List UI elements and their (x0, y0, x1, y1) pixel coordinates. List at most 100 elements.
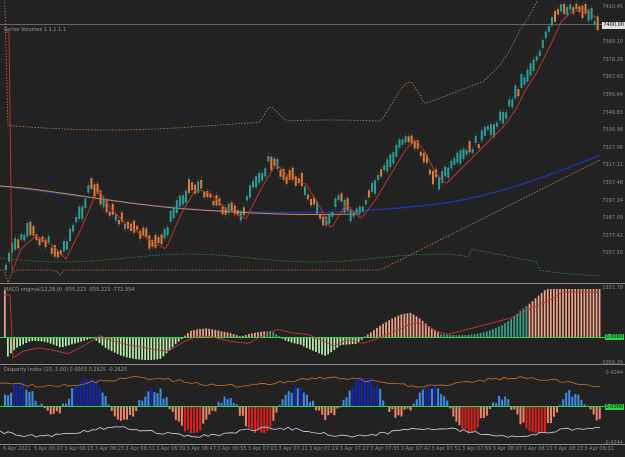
candle-body (123, 223, 126, 230)
disparity-bar (406, 407, 409, 409)
macd-bar (177, 338, 180, 342)
macd-bar (452, 335, 455, 337)
macd-bar (360, 338, 363, 340)
macd-signal-line (4, 291, 598, 359)
candle-body (328, 213, 331, 224)
disparity-bar (254, 407, 257, 433)
macd-bar (370, 332, 372, 337)
macd-bar (382, 323, 384, 337)
disparity-bar (132, 407, 135, 417)
macd-bar (220, 331, 223, 337)
disparity-bar (220, 403, 223, 406)
macd-bar (104, 338, 107, 348)
macd-bar (571, 289, 573, 337)
macd-bar (449, 334, 451, 337)
disparity-bar (351, 387, 354, 406)
candle-body (438, 176, 441, 190)
macd-bar (13, 338, 15, 351)
candle-body (120, 212, 123, 222)
candle-body (337, 195, 340, 201)
disparity-bar (440, 394, 443, 406)
disparity-bar (543, 407, 546, 433)
disparity-bar (431, 388, 433, 406)
disparity-bar (522, 407, 525, 423)
disparity-bar (397, 407, 400, 416)
disparity-bar (488, 407, 491, 410)
disparity-bar (553, 407, 555, 417)
candle-body (371, 182, 373, 192)
disparity-bar (589, 407, 592, 410)
macd-bar (89, 338, 92, 339)
disparity-bar (40, 403, 43, 406)
disparity-bar (52, 407, 55, 414)
candle-body (483, 126, 486, 136)
disparity-bar (592, 407, 595, 415)
macd-bar (281, 338, 284, 339)
candle-body (242, 207, 245, 216)
disparity-bar (150, 387, 153, 406)
macd-bar (388, 320, 390, 337)
macd-bar (25, 338, 28, 344)
candle-body (575, 3, 578, 9)
disparity-bar (455, 407, 458, 422)
macd-bar (290, 338, 293, 343)
disparity-bar (113, 407, 116, 417)
candle-body (279, 170, 282, 177)
disparity-bar (366, 378, 369, 406)
disparity-bar (531, 407, 534, 432)
macd-bar (293, 338, 296, 344)
macd-bar (580, 289, 583, 337)
candle-body (569, 4, 572, 10)
disparity-bar (434, 383, 437, 406)
disparity-bar (559, 405, 562, 406)
macd-bar (312, 338, 314, 351)
candle-body (151, 240, 154, 247)
candle-body (346, 198, 349, 211)
macd-bar (22, 338, 24, 345)
macd-bar (302, 338, 305, 347)
disparity-bar (360, 378, 363, 406)
disparity-bar (238, 407, 241, 416)
candle-body (511, 99, 514, 108)
candle-body (392, 152, 395, 164)
disparity-bar (382, 400, 385, 406)
candle-body (465, 149, 468, 155)
macd-bar (71, 338, 73, 345)
macd-bar (251, 333, 253, 337)
candle-body (197, 181, 200, 193)
macd-bar (16, 338, 18, 348)
candle-body (239, 210, 242, 221)
macd-bar (443, 334, 445, 337)
disparity-bar (577, 394, 580, 406)
disparity-bar (34, 400, 37, 406)
disparity-bar (549, 407, 552, 424)
candle-body (303, 186, 306, 195)
candle-body (38, 238, 41, 246)
macd-bar (482, 332, 485, 337)
candle-body (389, 154, 392, 168)
disparity-bar (77, 385, 80, 406)
candle-body (496, 122, 499, 127)
candle-body (14, 238, 17, 250)
disparity-bar (46, 407, 49, 411)
candle-body (261, 172, 264, 181)
candle-body (47, 236, 50, 243)
candle-body (105, 200, 108, 213)
time-axis-label: 3 Apr 07:51 (431, 446, 461, 452)
disparity-bar (266, 407, 269, 432)
macd-bar (415, 316, 418, 337)
macd-bar (168, 338, 171, 351)
macd-bar (31, 338, 34, 341)
macd-bar (122, 338, 125, 357)
price-axis-label: 7410.45 (602, 4, 623, 10)
candle-body (422, 152, 425, 163)
disparity-bar (28, 391, 31, 406)
candle-body (29, 221, 32, 236)
disparity-bar (495, 403, 498, 406)
candle-body (26, 222, 29, 237)
candle-body (544, 31, 547, 38)
macd-bar (4, 290, 6, 337)
macd-bar (595, 289, 598, 337)
